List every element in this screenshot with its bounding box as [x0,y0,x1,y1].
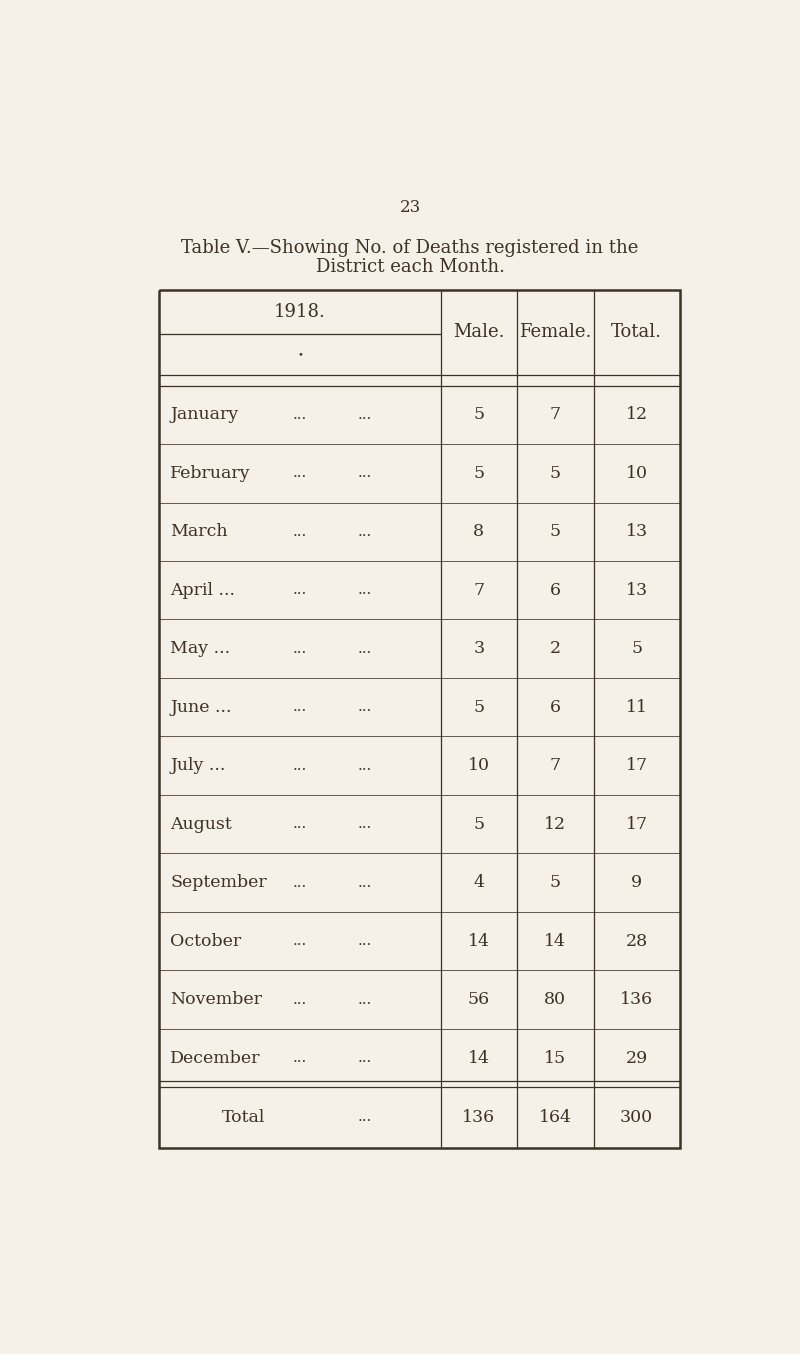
Text: 5: 5 [474,815,484,833]
Text: ...: ... [358,1110,372,1124]
Text: April ...: April ... [170,582,235,598]
Text: Total: Total [222,1109,266,1127]
Text: ...: ... [358,876,372,890]
Text: November: November [170,991,262,1007]
Text: 10: 10 [626,464,648,482]
Text: ...: ... [358,816,372,831]
Text: ...: ... [293,992,307,1006]
Text: 17: 17 [626,757,648,774]
Text: 5: 5 [631,640,642,657]
Text: 9: 9 [631,875,642,891]
Text: 23: 23 [399,199,421,215]
Text: 136: 136 [462,1109,495,1127]
Text: •: • [297,351,303,359]
Text: 5: 5 [550,875,561,891]
Text: 300: 300 [620,1109,653,1127]
Text: 14: 14 [544,933,566,949]
Text: 5: 5 [474,699,484,716]
Text: 14: 14 [468,1049,490,1067]
Text: September: September [170,875,267,891]
Text: 13: 13 [626,582,648,598]
Text: ...: ... [293,408,307,422]
Text: March: March [170,523,228,540]
Text: 10: 10 [468,757,490,774]
Text: 29: 29 [626,1049,648,1067]
Text: ...: ... [358,525,372,539]
Text: 14: 14 [468,933,490,949]
Text: ...: ... [358,700,372,714]
Text: 11: 11 [626,699,648,716]
Text: ...: ... [293,758,307,773]
Text: May ...: May ... [170,640,230,657]
Text: Female.: Female. [519,324,591,341]
Text: 1918.: 1918. [274,303,326,321]
Text: 5: 5 [474,464,484,482]
Text: 5: 5 [550,464,561,482]
Text: ...: ... [293,584,307,597]
Text: ...: ... [358,1051,372,1066]
Text: ...: ... [358,466,372,481]
Text: Total.: Total. [611,324,662,341]
Text: 12: 12 [544,815,566,833]
Text: ...: ... [293,1051,307,1066]
Text: 28: 28 [626,933,648,949]
Text: October: October [170,933,242,949]
Text: January: January [170,406,238,424]
Text: 8: 8 [474,523,484,540]
Text: District each Month.: District each Month. [315,257,505,276]
Text: Male.: Male. [453,324,505,341]
Text: 13: 13 [626,523,648,540]
Text: 80: 80 [544,991,566,1007]
Text: 56: 56 [468,991,490,1007]
Text: ...: ... [293,642,307,655]
Text: ...: ... [358,758,372,773]
Text: 17: 17 [626,815,648,833]
Text: ...: ... [293,816,307,831]
Text: ...: ... [358,992,372,1006]
Text: 7: 7 [550,757,561,774]
Text: 7: 7 [474,582,484,598]
Text: 6: 6 [550,699,561,716]
Text: ...: ... [293,525,307,539]
Text: 6: 6 [550,582,561,598]
Text: December: December [170,1049,261,1067]
Text: 7: 7 [550,406,561,424]
Text: ...: ... [293,700,307,714]
Text: 15: 15 [544,1049,566,1067]
Text: ...: ... [293,876,307,890]
Text: ...: ... [358,934,372,948]
Text: 5: 5 [550,523,561,540]
Text: 5: 5 [474,406,484,424]
Text: February: February [170,464,250,482]
Text: Table V.—Showing No. of Deaths registered in the: Table V.—Showing No. of Deaths registere… [182,238,638,257]
Text: ...: ... [293,466,307,481]
Text: 4: 4 [474,875,484,891]
Text: ...: ... [293,934,307,948]
Text: 3: 3 [474,640,484,657]
Text: July ...: July ... [170,757,226,774]
Text: ...: ... [358,408,372,422]
Text: 2: 2 [550,640,561,657]
Text: 12: 12 [626,406,648,424]
Text: ...: ... [358,642,372,655]
Text: 164: 164 [538,1109,571,1127]
Text: 136: 136 [620,991,653,1007]
Text: ...: ... [358,584,372,597]
Text: June ...: June ... [170,699,231,716]
Text: August: August [170,815,232,833]
